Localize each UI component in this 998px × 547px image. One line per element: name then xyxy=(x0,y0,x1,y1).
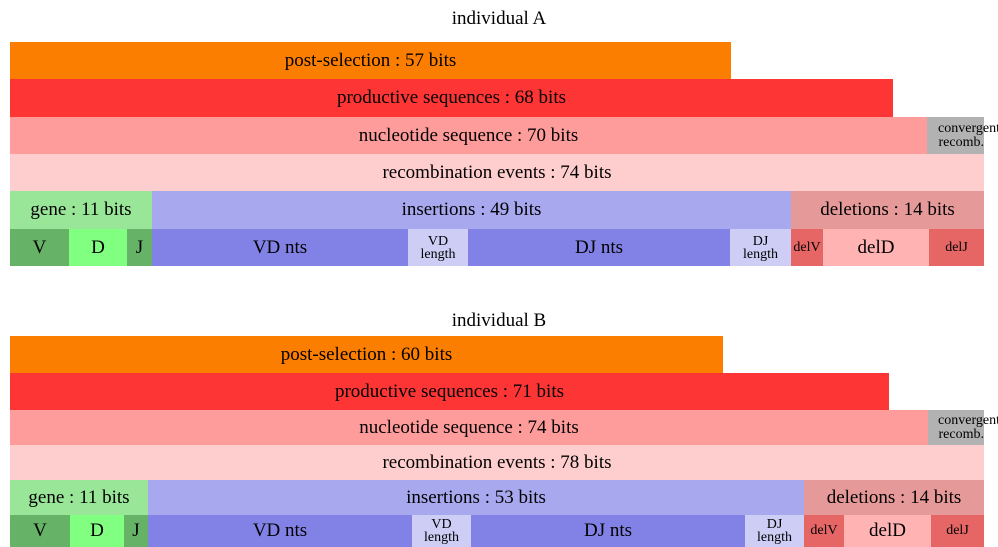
j-gene-bar: J xyxy=(124,515,148,547)
vd-length-bar: VD length xyxy=(408,229,468,266)
vd-nts-bar: VD nts xyxy=(148,515,412,547)
convergent-recomb-bar: convergent recomb. xyxy=(928,410,998,445)
nucleotide-sequence-bar: nucleotide sequence : 70 bits xyxy=(10,117,927,154)
d-gene-bar: D xyxy=(70,515,124,547)
post-selection-bar: post-selection : 60 bits xyxy=(10,336,723,373)
dj-length-label-1: DJ xyxy=(752,233,769,249)
j-gene-bar: J xyxy=(127,229,152,266)
vd-length-bar: VD length xyxy=(412,515,471,547)
convergent-label: convergent xyxy=(938,412,998,428)
deld-bar: delD xyxy=(844,515,931,547)
vd-length-label-1: VD xyxy=(431,517,452,532)
deletions-bar: deletions : 14 bits xyxy=(804,480,984,515)
delj-bar: delJ xyxy=(931,515,984,547)
dj-nts-bar: DJ nts xyxy=(471,515,745,547)
individual-title: individual B xyxy=(451,310,547,331)
vd-length-label-1: VD xyxy=(427,233,449,249)
recombination-events-bar: recombination events : 74 bits xyxy=(10,154,984,191)
vd-nts-bar: VD nts xyxy=(152,229,408,266)
gene-bar: gene : 11 bits xyxy=(10,480,148,515)
v-gene-bar: V xyxy=(10,515,70,547)
deld-bar: delD xyxy=(823,229,929,266)
recombination-events-bar: recombination events : 78 bits xyxy=(10,445,984,480)
vd-length-label-2: length xyxy=(420,246,456,262)
convergent-label: convergent xyxy=(938,120,998,136)
productive-sequences-bar: productive sequences : 71 bits xyxy=(10,373,889,410)
dj-length-label-2: length xyxy=(743,246,778,262)
nucleotide-sequence-bar: nucleotide sequence : 74 bits xyxy=(10,410,928,445)
delv-bar: delV xyxy=(804,515,844,547)
recomb-label: recomb. xyxy=(938,134,984,150)
v-gene-bar: V xyxy=(10,229,69,266)
d-gene-bar: D xyxy=(69,229,127,266)
post-selection-bar: post-selection : 57 bits xyxy=(10,42,731,79)
vd-length-label-2: length xyxy=(424,530,459,545)
recomb-label: recomb. xyxy=(938,426,984,442)
deletions-bar: deletions : 14 bits xyxy=(791,191,984,229)
delj-bar: delJ xyxy=(929,229,984,266)
insertions-bar: insertions : 49 bits xyxy=(152,191,791,229)
dj-length-label-2: length xyxy=(757,530,792,545)
dj-length-bar: DJ length xyxy=(745,515,804,547)
dj-length-label-1: DJ xyxy=(766,517,783,532)
convergent-recomb-bar: convergent recomb. xyxy=(927,117,998,154)
dj-nts-bar: DJ nts xyxy=(468,229,730,266)
dj-length-bar: DJ length xyxy=(730,229,791,266)
insertions-bar: insertions : 53 bits xyxy=(148,480,804,515)
productive-sequences-bar: productive sequences : 68 bits xyxy=(10,79,893,117)
individual-title: individual A xyxy=(451,8,547,29)
gene-bar: gene : 11 bits xyxy=(10,191,152,229)
delv-bar: delV xyxy=(791,229,823,266)
